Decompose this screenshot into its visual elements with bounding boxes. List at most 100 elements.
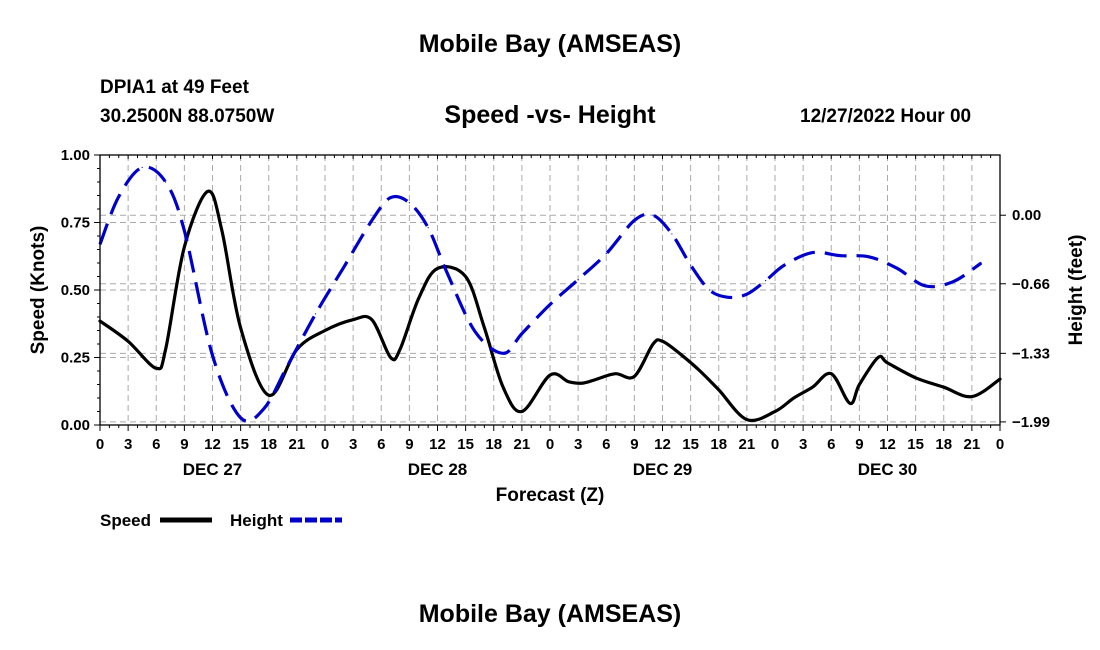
data-point-height	[952, 281, 954, 283]
data-point-height	[980, 262, 982, 264]
x-tick-label: 12	[429, 436, 446, 453]
data-point-speed	[324, 329, 326, 332]
data-point-speed	[582, 382, 584, 384]
data-point-speed	[877, 356, 879, 359]
y-tick-label: 0.00	[61, 417, 90, 434]
data-point-height	[671, 233, 673, 235]
data-point-speed	[943, 386, 945, 388]
x-tick-label: 18	[260, 436, 277, 453]
y-tick-label: 0.50	[61, 282, 90, 299]
series-lines	[98, 165, 1002, 423]
x-tick-label: 18	[710, 436, 727, 453]
data-point-speed	[221, 230, 223, 232]
x-tick-label: 15	[232, 436, 249, 453]
x-tick-label: 15	[457, 436, 474, 453]
x-tick-label: 6	[602, 436, 610, 453]
data-point-height	[165, 181, 167, 183]
y-tick-label: 0.25	[61, 350, 90, 367]
data-point-height	[708, 289, 710, 291]
data-point-speed	[652, 343, 654, 345]
x-tick-label: 3	[349, 436, 357, 453]
data-point-height	[286, 365, 289, 367]
x-tick-label: 3	[574, 436, 582, 453]
data-point-speed	[615, 373, 617, 375]
y2-tick-label: 0.00	[1012, 207, 1041, 224]
x-tick-label: 12	[879, 436, 896, 453]
data-point-height	[141, 166, 143, 169]
data-point-height	[840, 255, 842, 257]
data-point-speed	[521, 410, 523, 413]
data-point-height	[343, 266, 345, 268]
data-point-speed	[371, 319, 373, 321]
data-point-height	[502, 352, 504, 354]
x-tick-label: 12	[204, 436, 221, 453]
data-point-height	[427, 227, 429, 229]
data-point-height	[211, 354, 214, 357]
x-tick-label: 9	[405, 436, 413, 453]
x-tick-label: 9	[855, 436, 863, 453]
data-point-speed	[418, 297, 420, 299]
y2-tick-label: −1.33	[1012, 345, 1050, 362]
day-label: DEC 28	[408, 460, 468, 479]
data-point-speed	[127, 340, 129, 342]
data-point-height	[746, 293, 748, 295]
y-tick-label: 0.75	[61, 215, 90, 232]
forecast-datetime: 12/27/2022 Hour 00	[800, 106, 972, 127]
data-point-height	[371, 219, 373, 222]
x-tick-label: 15	[682, 436, 699, 453]
x-tick-label: 9	[630, 436, 638, 453]
data-point-speed	[746, 419, 748, 421]
data-point-height	[315, 313, 317, 315]
axes: 0 3 6 9 12 15 18 21 0 3 6 9 12 15 18 21 0 3 6 9 12 15 18 21 0 3 6 9…	[28, 147, 1087, 506]
station-coordinates: 30.2500N 88.0750W	[100, 106, 275, 127]
data-point-height	[263, 407, 265, 409]
data-point-speed	[661, 340, 664, 342]
x-tick-label: 6	[152, 436, 160, 453]
data-point-speed	[793, 397, 795, 399]
x-tick-label: 21	[514, 436, 531, 453]
x-tick-label: 12	[654, 436, 671, 453]
data-point-height	[577, 279, 579, 281]
data-point-height	[446, 271, 448, 273]
data-point-speed	[352, 319, 354, 321]
data-point-speed	[718, 389, 720, 391]
x-tick-label: 6	[827, 436, 835, 453]
data-point-speed	[971, 396, 973, 398]
data-point-speed	[811, 386, 814, 388]
data-point-speed	[699, 370, 701, 372]
data-point-height	[652, 214, 654, 216]
chart-subtitle: Speed -vs- Height	[444, 101, 656, 129]
data-point-speed	[268, 394, 270, 396]
data-point-speed	[207, 190, 209, 193]
data-point-height	[605, 253, 607, 255]
data-point-speed	[568, 381, 570, 383]
data-point-height	[868, 256, 870, 258]
data-point-speed	[390, 356, 392, 359]
grid-lines	[100, 155, 1000, 425]
data-point-speed	[633, 375, 635, 377]
data-point-speed	[849, 402, 851, 404]
data-point-height	[924, 285, 926, 287]
data-point-speed	[502, 386, 504, 388]
x-tick-label: 3	[799, 436, 807, 453]
data-point-height	[549, 303, 551, 306]
x-tick-label: 3	[124, 436, 132, 453]
data-point-speed	[596, 378, 598, 380]
data-point-speed	[465, 275, 467, 278]
data-point-height	[690, 264, 692, 266]
x-tick-label: 21	[289, 436, 306, 453]
day-label: DEC 30	[858, 460, 918, 479]
data-point-speed	[858, 383, 860, 386]
x-tick-label: 0	[321, 436, 329, 453]
x-tick-label: 18	[935, 436, 952, 453]
x-tick-label: 15	[907, 436, 924, 453]
data-point-height	[896, 267, 898, 269]
second-chart-title: Mobile Bay (AMSEAS)	[418, 600, 682, 628]
data-point-height	[521, 333, 523, 335]
data-point-speed	[436, 267, 439, 269]
y-axis-label: Speed (Knots)	[28, 226, 49, 355]
x-tick-label: 0	[96, 436, 104, 453]
data-point-height	[183, 230, 185, 232]
y2-tick-label: −0.66	[1012, 276, 1050, 293]
